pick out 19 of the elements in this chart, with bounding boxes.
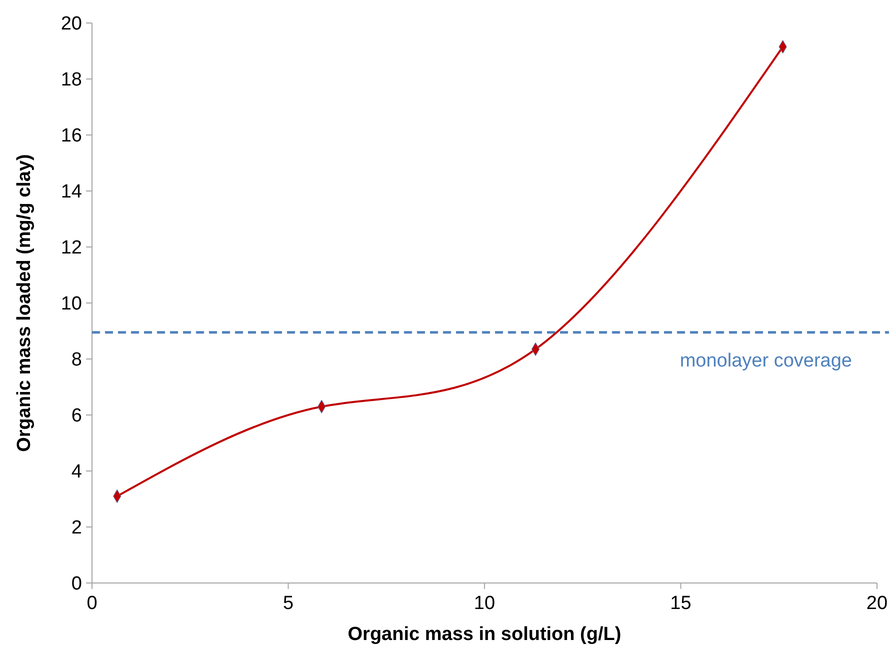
x-tick-label: 10 [474,593,496,614]
ref-line-label: monolayer coverage [680,350,852,372]
y-tick-label: 10 [60,294,82,315]
x-tick-label: 15 [670,593,692,614]
x-axis-title: Organic mass in solution (g/L) [348,624,622,645]
x-tick-label: 5 [282,593,294,614]
y-tick-label: 20 [60,14,82,35]
x-tick-label: 20 [866,593,888,614]
y-axis-title: Organic mass loaded (mg/g clay) [14,154,35,452]
y-tick-label: 18 [60,70,82,91]
y-tick-label: 12 [60,238,82,259]
y-tick-label: 16 [60,126,82,147]
y-tick-label: 8 [71,350,82,371]
y-tick-label: 6 [71,406,82,427]
y-tick-label: 14 [60,182,82,203]
y-tick-label: 0 [71,574,82,595]
x-tick-label: 0 [86,593,98,614]
y-tick-label: 2 [71,518,82,539]
y-tick-label: 4 [71,462,82,483]
